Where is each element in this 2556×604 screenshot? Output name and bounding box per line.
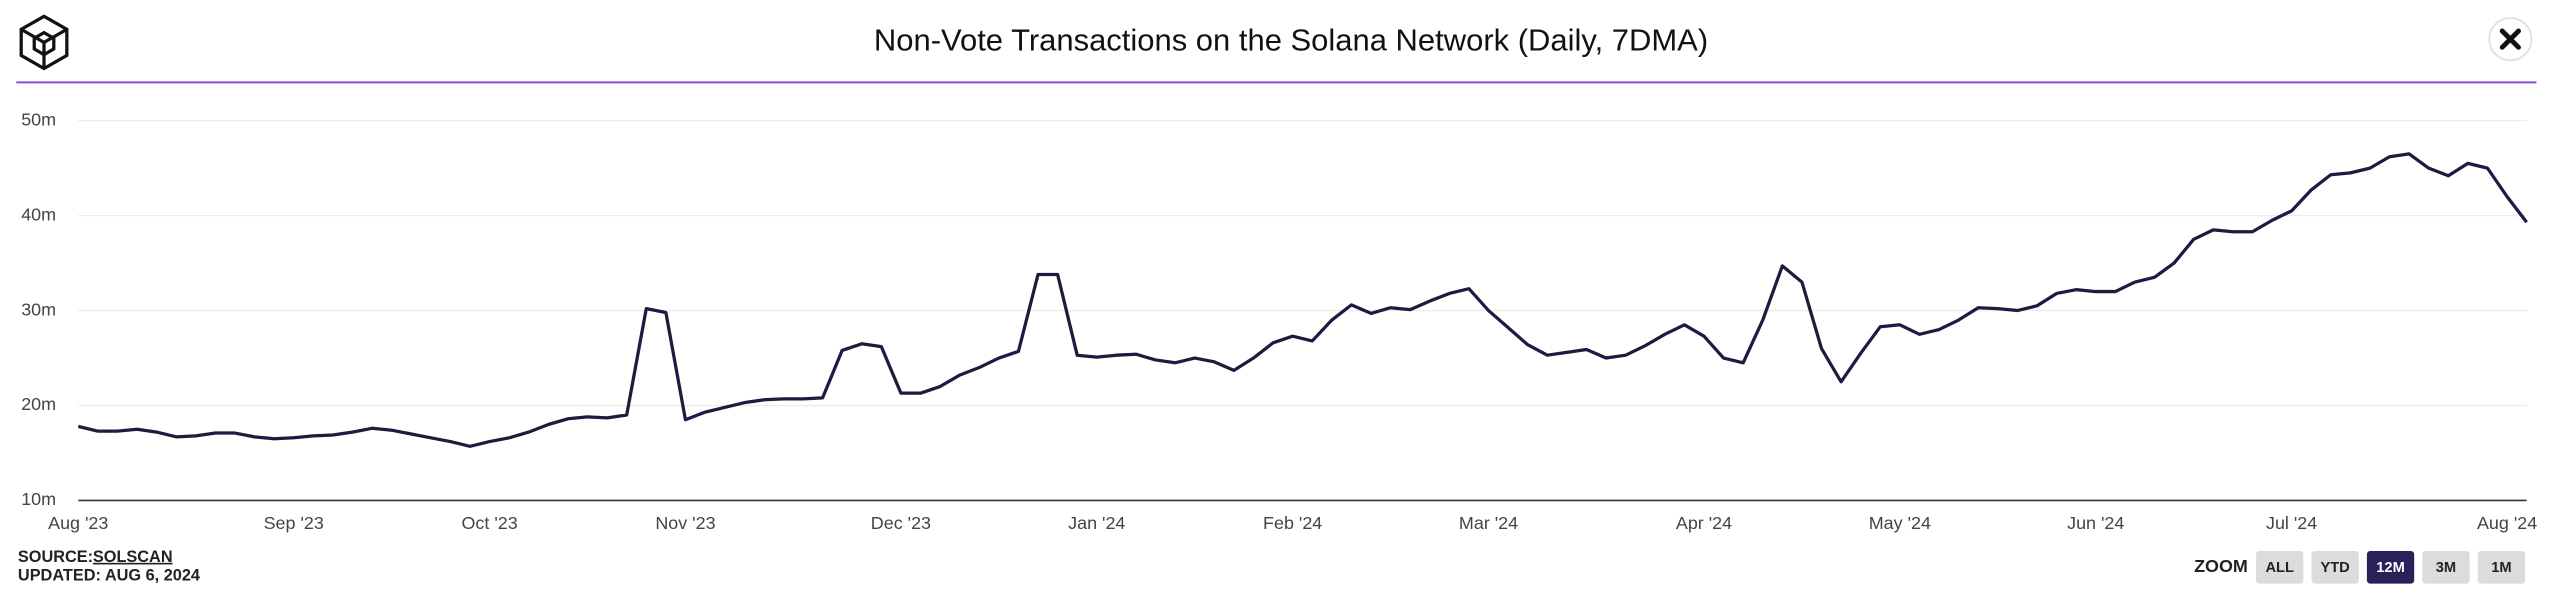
zoom-button-label[interactable]: YTD [2320,560,2349,576]
zoom-button-label[interactable]: ALL [2265,560,2294,576]
x-tick-label: Sep '23 [264,513,324,533]
zoom-button-label[interactable]: 12M [2376,560,2405,576]
x-tick-label: Oct '23 [461,513,517,533]
zoom-button-bg[interactable] [2477,550,2526,584]
x-tick-label: Feb '24 [1263,513,1322,533]
x-tick-label: Dec '23 [871,513,931,533]
zoom-button-label[interactable]: 1M [2491,560,2511,576]
x-tick-label: Apr '24 [1676,513,1732,533]
zoom-button-bg[interactable] [2422,550,2470,584]
zoom-label: ZOOM [2194,556,2248,576]
y-tick-label: 10m [21,489,56,509]
y-tick-label: 30m [21,299,56,319]
zoom-button-bg[interactable] [2256,550,2304,584]
x-tick-label: Mar '24 [1459,513,1518,533]
zoom-button-label[interactable]: 3M [2436,560,2456,576]
y-tick-label: 50m [21,109,56,129]
zoom-button-bg[interactable] [2366,550,2415,584]
x-tick-label: Aug '24 [2477,513,2537,533]
zoom-button[interactable]: YTD [2311,550,2359,584]
data-line [77,152,2528,448]
x-tick-label: Aug '23 [48,513,108,533]
source-label: SOURCE: [18,548,93,566]
x-tick-label: Jun '24 [2067,513,2124,533]
x-tick-label: Jan '24 [1068,513,1125,533]
source-link[interactable]: SOLSCAN [93,548,173,566]
x-tick-label: Jul '24 [2266,513,2317,533]
zoom-button[interactable]: ALL [2256,550,2304,584]
x-tick-label: Nov '23 [655,513,715,533]
zoom-button-bg[interactable] [2311,550,2359,584]
close-button[interactable] [2488,17,2533,62]
zoom-button[interactable]: 1M [2477,550,2526,584]
chart-title: Non-Vote Transactions on the Solana Netw… [874,23,1708,58]
updated: UPDATED: AUG 6, 2024 [18,567,200,585]
y-tick-label: 20m [21,394,56,414]
y-tick-label: 40m [21,204,56,224]
x-tick-label: May '24 [1869,513,1931,533]
logo [19,14,69,71]
zoom-button[interactable]: 3M [2422,550,2470,584]
zoom-button[interactable]: 12M [2366,550,2415,584]
